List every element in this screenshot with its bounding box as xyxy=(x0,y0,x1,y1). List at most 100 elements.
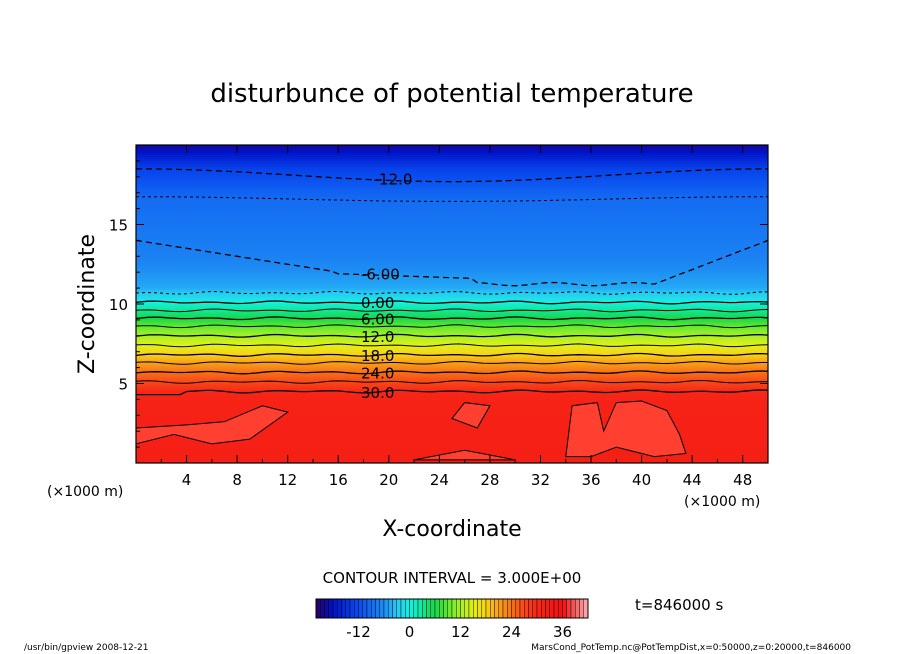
band xyxy=(136,152,768,156)
band xyxy=(136,439,768,442)
time-label: t=846000 s xyxy=(635,596,723,614)
y-tick-label: 15 xyxy=(109,217,128,235)
colorbar-cell xyxy=(541,598,546,619)
colorbar-cell xyxy=(434,598,440,619)
colorbar-cell xyxy=(345,598,351,619)
band xyxy=(136,210,768,214)
band xyxy=(136,232,768,236)
x-tick-label: 24 xyxy=(430,471,449,489)
band xyxy=(136,276,768,279)
band xyxy=(136,236,768,240)
contour-label: -12.0 xyxy=(374,171,413,189)
colorbar-cell xyxy=(422,598,427,619)
colorbar-cell xyxy=(481,598,487,619)
colorbar-cell xyxy=(315,598,321,619)
band xyxy=(136,397,768,400)
contour-line xyxy=(136,316,768,321)
band xyxy=(136,228,768,232)
colorbar-cell xyxy=(528,598,533,619)
band xyxy=(136,407,768,410)
band xyxy=(136,290,768,293)
band xyxy=(136,304,768,307)
band xyxy=(136,345,768,349)
band xyxy=(136,325,768,329)
colorbar-cell xyxy=(379,598,385,619)
band xyxy=(136,423,768,426)
colorbar-cell xyxy=(570,598,576,619)
band xyxy=(136,339,768,343)
contour-lines xyxy=(136,168,768,396)
contour-line xyxy=(136,370,768,375)
colorbar-cell xyxy=(396,598,402,619)
contour-label: 24.0 xyxy=(361,365,394,383)
band xyxy=(136,168,768,172)
x-tick-label: 8 xyxy=(232,471,242,489)
colorbar: -12 0 12 24 36 xyxy=(315,598,589,641)
band xyxy=(136,240,768,243)
band xyxy=(136,244,768,247)
band xyxy=(136,375,768,379)
colorbar-cell xyxy=(430,598,436,619)
band xyxy=(136,214,768,218)
colorbar-cell xyxy=(494,598,499,619)
colorbar-cell xyxy=(366,598,372,619)
band xyxy=(136,311,768,315)
band xyxy=(136,331,768,335)
x-unit-left: (×1000 m) xyxy=(47,484,123,500)
colorbar-cell xyxy=(507,598,512,619)
contour-label: 18.0 xyxy=(361,347,394,365)
colorbar-cell xyxy=(354,598,359,619)
colorbar-cell xyxy=(558,598,563,619)
colorbar-tick-label: -12 xyxy=(346,623,371,641)
band xyxy=(136,258,768,261)
band xyxy=(136,445,768,448)
band xyxy=(136,164,768,168)
band xyxy=(136,431,768,434)
colorbar-cell xyxy=(532,598,538,619)
band xyxy=(136,256,768,259)
band xyxy=(136,170,768,174)
colorbar-tick-label: 24 xyxy=(502,623,521,641)
band xyxy=(136,280,768,283)
warm-patch xyxy=(451,402,491,429)
band xyxy=(136,288,768,291)
contour-line xyxy=(136,379,768,384)
band xyxy=(136,206,768,210)
band xyxy=(136,176,768,180)
colorbar-tick-label: 0 xyxy=(405,623,415,641)
band xyxy=(136,369,768,373)
band xyxy=(136,192,768,196)
band xyxy=(136,341,768,345)
band xyxy=(136,355,768,359)
band xyxy=(136,250,768,253)
colorbar-cell xyxy=(553,598,559,619)
footer-left: /usr/bin/gpview 2008-12-21 xyxy=(24,643,148,653)
band xyxy=(136,361,768,365)
x-tick-label: 4 xyxy=(182,471,192,489)
contour-line xyxy=(136,360,768,365)
colorbar-cell xyxy=(362,598,368,619)
band xyxy=(136,363,768,367)
colorbar-tick-label: 36 xyxy=(553,623,572,641)
band xyxy=(136,425,768,428)
band xyxy=(136,182,768,186)
band xyxy=(136,387,768,391)
band xyxy=(136,154,768,158)
colorbar-cell xyxy=(320,598,325,619)
band xyxy=(136,343,768,347)
band xyxy=(136,401,768,404)
colorbar-cell xyxy=(456,598,461,619)
colorbar-cell xyxy=(341,598,346,619)
band xyxy=(136,419,768,422)
colorbar-cell xyxy=(575,598,580,619)
band xyxy=(136,190,768,194)
band xyxy=(136,429,768,432)
color-bands xyxy=(136,145,768,463)
band xyxy=(136,180,768,184)
band xyxy=(136,202,768,206)
band xyxy=(136,302,768,305)
colorbar-cell xyxy=(464,598,470,619)
band xyxy=(136,371,768,375)
